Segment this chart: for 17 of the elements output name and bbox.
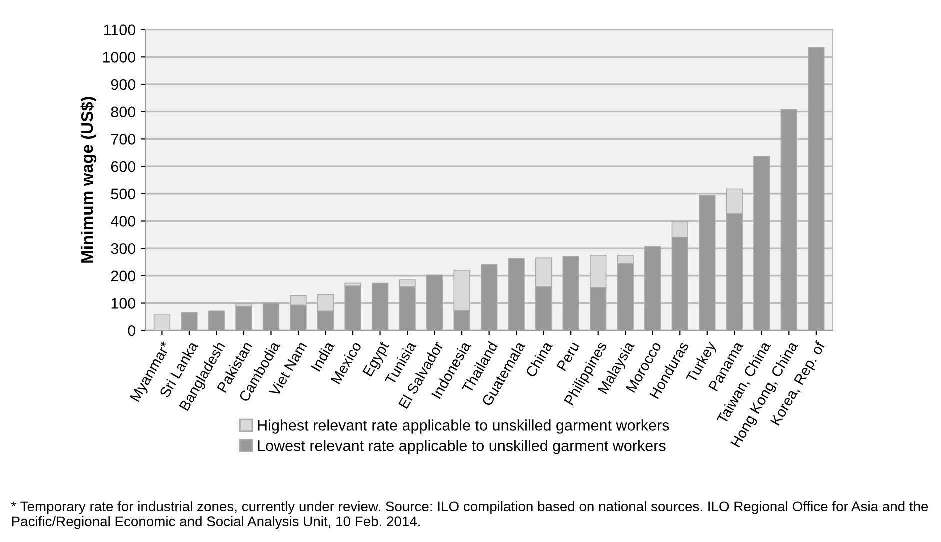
y-tick-label: 1000: [103, 52, 136, 63]
y-tick-label: 700: [111, 134, 136, 145]
y-tick-label: 500: [111, 188, 136, 200]
bar: [154, 314, 171, 331]
y-tick-label: 1100: [104, 24, 136, 36]
y-tick-label: 400: [110, 216, 136, 227]
y-tick-label: 200: [111, 270, 136, 282]
y-tick-label: 100: [112, 298, 136, 309]
y-axis-title: Minimum wage (US$): [80, 97, 97, 263]
y-tick-label: 800: [111, 106, 136, 118]
y-tick-label: 0: [128, 325, 136, 336]
y-tick-label: 900: [111, 79, 136, 90]
y-tick-label: 600: [111, 161, 136, 172]
legend-label: Highest relevant rate applicable to unskilled garment workers: [258, 420, 670, 434]
legend-label: Lowest relevant rate applicable to unskilled garment workers: [258, 440, 666, 454]
text: * Temporary rate for industrial zones, currently under review. Source: ILO compilation based on national sources. ILO Regional Office for Asia and the Pacific/Regional Economic and Social Analysis Unit, 10 Feb. 2014.: [12, 501, 928, 530]
y-tick-label: 300: [111, 243, 136, 254]
